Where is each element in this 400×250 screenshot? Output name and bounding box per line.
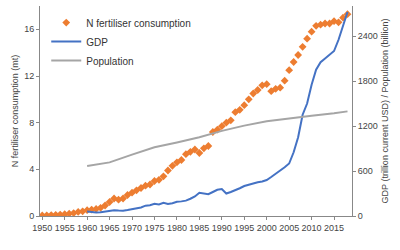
- svg-text:16: 16: [24, 24, 34, 34]
- svg-text:1200: 1200: [358, 121, 378, 131]
- svg-text:1985: 1985: [189, 223, 209, 233]
- svg-text:GDP: GDP: [86, 37, 108, 48]
- svg-text:1980: 1980: [167, 223, 187, 233]
- svg-text:2005: 2005: [279, 223, 299, 233]
- svg-text:Population: Population: [86, 56, 133, 67]
- svg-text:12: 12: [24, 71, 34, 81]
- svg-text:1990: 1990: [212, 223, 232, 233]
- svg-text:1960: 1960: [77, 223, 97, 233]
- svg-text:2010: 2010: [302, 223, 322, 233]
- svg-text:GDP (trillion current USD) / P: GDP (trillion current USD) / Population …: [380, 19, 390, 204]
- svg-text:1975: 1975: [144, 223, 164, 233]
- svg-text:1965: 1965: [100, 223, 120, 233]
- svg-text:600: 600: [358, 166, 373, 176]
- svg-text:2000: 2000: [257, 223, 277, 233]
- svg-text:N fertiliser consumption (mt): N fertiliser consumption (mt): [10, 55, 20, 168]
- svg-text:N fertiliser consumption: N fertiliser consumption: [86, 18, 190, 29]
- svg-text:0: 0: [29, 211, 34, 221]
- svg-text:8: 8: [29, 118, 34, 128]
- svg-text:2400: 2400: [358, 31, 378, 41]
- svg-text:1950: 1950: [32, 223, 52, 233]
- svg-text:1970: 1970: [122, 223, 142, 233]
- svg-text:0: 0: [358, 211, 363, 221]
- svg-text:1995: 1995: [234, 223, 254, 233]
- svg-text:1955: 1955: [55, 223, 75, 233]
- svg-text:2015: 2015: [324, 223, 344, 233]
- svg-text:1800: 1800: [358, 76, 378, 86]
- svg-text:4: 4: [29, 164, 34, 174]
